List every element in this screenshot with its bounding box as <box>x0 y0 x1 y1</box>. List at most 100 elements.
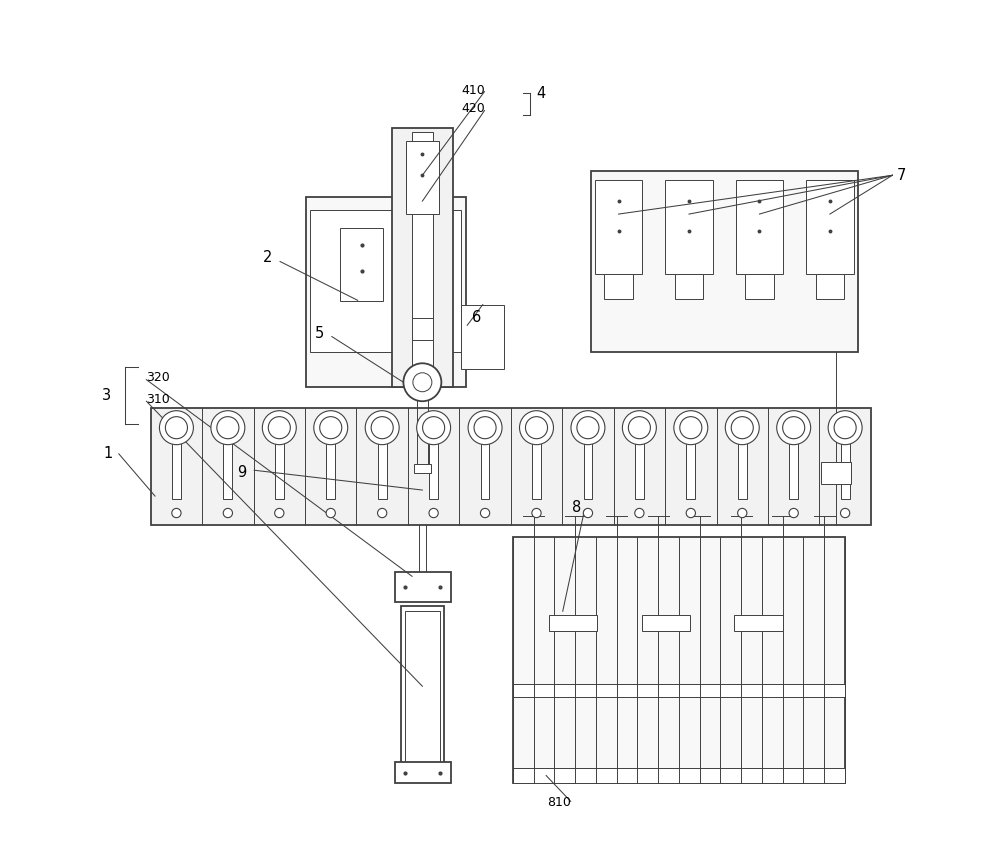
Bar <box>665 180 713 274</box>
Circle shape <box>172 509 181 517</box>
Bar <box>675 274 703 299</box>
Circle shape <box>635 509 644 517</box>
Bar <box>635 439 644 499</box>
Bar <box>172 439 181 499</box>
Bar <box>340 228 383 301</box>
Circle shape <box>571 411 605 444</box>
Text: 7: 7 <box>897 168 906 183</box>
Text: 6: 6 <box>472 310 482 326</box>
Bar <box>378 439 387 499</box>
Circle shape <box>680 417 702 438</box>
Bar <box>326 439 335 499</box>
Circle shape <box>262 411 296 444</box>
Circle shape <box>738 509 747 517</box>
Circle shape <box>326 509 335 517</box>
Circle shape <box>674 411 708 444</box>
Circle shape <box>577 417 599 438</box>
Text: 410: 410 <box>461 84 485 97</box>
Bar <box>513 684 845 697</box>
Bar <box>686 439 695 499</box>
Circle shape <box>320 417 342 438</box>
Text: 3: 3 <box>102 388 111 403</box>
Bar <box>429 439 438 499</box>
Text: 8: 8 <box>572 500 581 515</box>
Circle shape <box>480 509 490 517</box>
Circle shape <box>628 417 650 438</box>
Bar <box>395 762 451 783</box>
Circle shape <box>378 509 387 517</box>
Circle shape <box>223 509 232 517</box>
Bar <box>821 463 851 483</box>
Bar <box>642 615 690 631</box>
Circle shape <box>159 411 193 444</box>
Circle shape <box>314 411 348 444</box>
Text: 4: 4 <box>536 86 545 101</box>
Circle shape <box>413 372 432 391</box>
Circle shape <box>783 417 805 438</box>
Bar <box>734 615 783 631</box>
Text: 9: 9 <box>237 465 246 480</box>
Circle shape <box>622 411 656 444</box>
Text: 420: 420 <box>461 102 485 115</box>
Bar <box>604 274 633 299</box>
Bar <box>412 132 433 369</box>
Bar <box>414 464 431 473</box>
Text: 810: 810 <box>547 796 571 809</box>
Bar <box>532 439 541 499</box>
Circle shape <box>165 417 187 438</box>
Circle shape <box>789 509 798 517</box>
Circle shape <box>777 411 811 444</box>
Bar <box>806 180 854 274</box>
Bar <box>513 537 845 783</box>
Bar <box>738 439 747 499</box>
Circle shape <box>468 411 502 444</box>
Circle shape <box>211 411 245 444</box>
Circle shape <box>423 417 445 438</box>
Circle shape <box>429 509 438 517</box>
Bar <box>816 274 844 299</box>
Circle shape <box>474 417 496 438</box>
Bar <box>151 408 871 524</box>
Bar <box>549 615 597 631</box>
Circle shape <box>371 417 393 438</box>
Circle shape <box>275 509 284 517</box>
Bar <box>406 141 439 214</box>
Circle shape <box>731 417 753 438</box>
Circle shape <box>525 417 548 438</box>
Circle shape <box>834 417 856 438</box>
Bar <box>412 319 433 340</box>
Circle shape <box>520 411 553 444</box>
Bar <box>310 210 461 352</box>
Circle shape <box>417 411 451 444</box>
Text: 320: 320 <box>146 372 170 385</box>
Bar <box>584 439 592 499</box>
Bar <box>275 439 284 499</box>
Bar <box>481 439 489 499</box>
Bar <box>736 180 783 274</box>
Bar <box>591 171 858 352</box>
Text: 310: 310 <box>146 393 170 406</box>
Text: 2: 2 <box>263 250 272 265</box>
Circle shape <box>403 364 441 401</box>
Bar <box>405 611 440 762</box>
Circle shape <box>841 509 850 517</box>
Bar <box>306 197 466 386</box>
Circle shape <box>268 417 290 438</box>
Bar <box>392 128 453 386</box>
Circle shape <box>725 411 759 444</box>
Circle shape <box>532 509 541 517</box>
Text: 5: 5 <box>315 326 324 341</box>
Bar <box>513 768 845 783</box>
Circle shape <box>365 411 399 444</box>
Circle shape <box>217 417 239 438</box>
Bar <box>841 439 850 499</box>
Circle shape <box>583 509 593 517</box>
Bar <box>595 180 642 274</box>
Circle shape <box>828 411 862 444</box>
Bar <box>223 439 232 499</box>
Circle shape <box>686 509 695 517</box>
Bar <box>745 274 774 299</box>
Bar <box>789 439 798 499</box>
Bar <box>401 607 444 766</box>
Bar <box>395 572 451 602</box>
